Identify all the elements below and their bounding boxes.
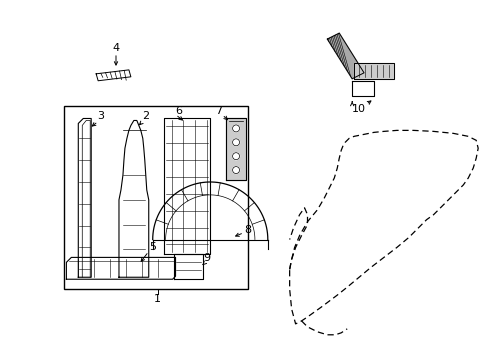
Polygon shape	[78, 118, 91, 277]
Text: 10: 10	[351, 104, 366, 113]
Polygon shape	[225, 118, 245, 180]
Text: 6: 6	[175, 105, 182, 116]
Polygon shape	[173, 255, 203, 279]
Text: 1: 1	[154, 294, 161, 304]
Circle shape	[232, 153, 239, 159]
Circle shape	[232, 125, 239, 132]
Polygon shape	[119, 121, 148, 277]
Circle shape	[232, 167, 239, 174]
Text: 3: 3	[98, 112, 104, 121]
Text: 9: 9	[203, 253, 210, 264]
Polygon shape	[163, 118, 210, 255]
Polygon shape	[66, 257, 175, 279]
Polygon shape	[96, 70, 131, 81]
Circle shape	[232, 139, 239, 146]
Polygon shape	[326, 33, 364, 79]
Text: 7: 7	[214, 105, 222, 116]
Text: 2: 2	[142, 112, 149, 121]
Polygon shape	[353, 63, 393, 79]
Text: 5: 5	[149, 243, 156, 252]
Text: 8: 8	[244, 225, 251, 235]
Text: 4: 4	[112, 43, 120, 53]
Bar	[64, 105, 247, 289]
